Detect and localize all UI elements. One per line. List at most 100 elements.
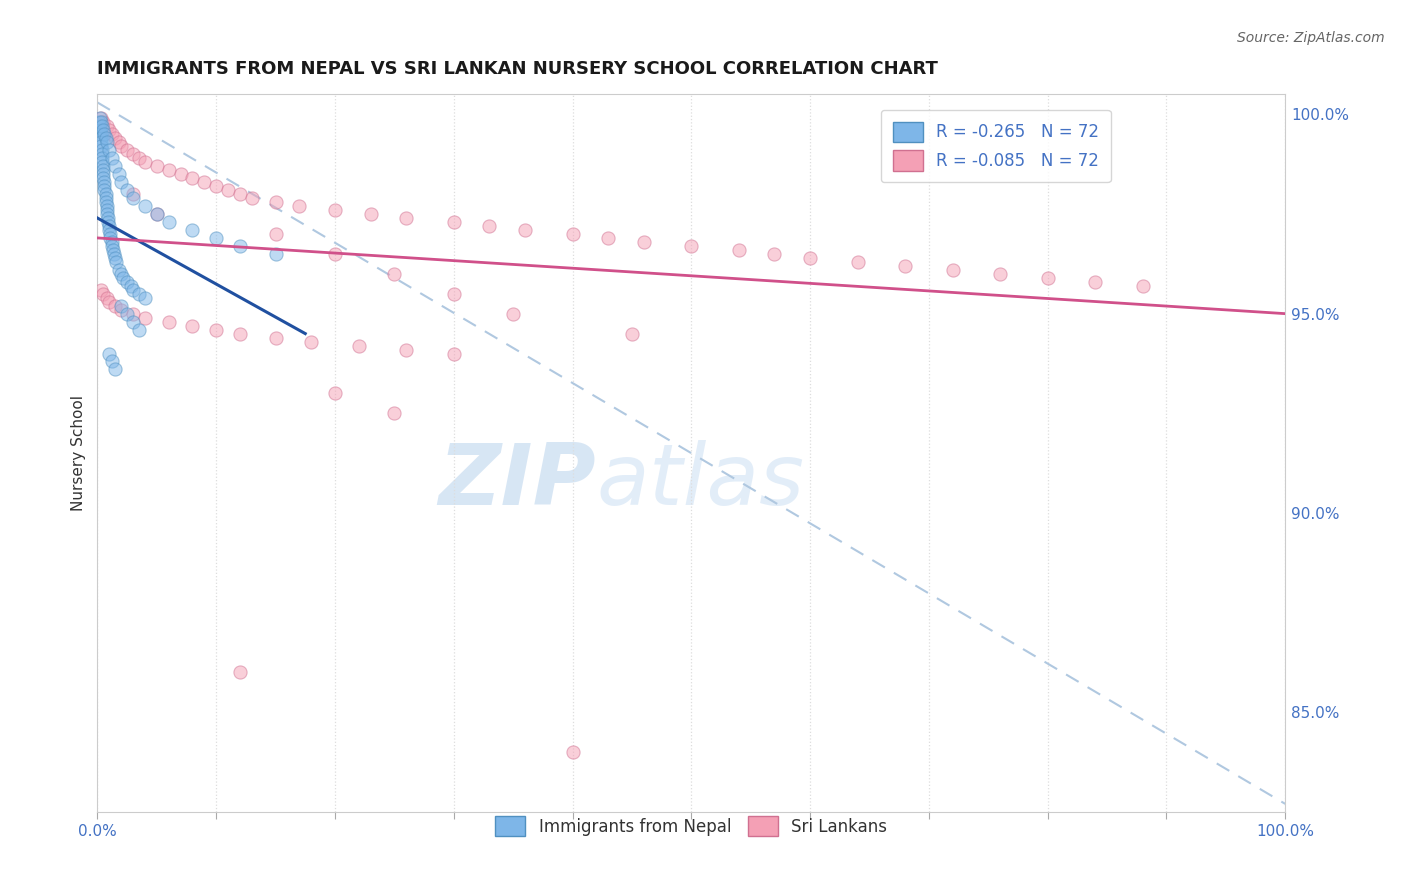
Point	[264, 195, 287, 210]
Text: atlas: atlas	[596, 441, 804, 524]
Point	[157, 315, 180, 329]
Point	[157, 163, 180, 178]
Point	[229, 665, 252, 680]
Text: ZIP: ZIP	[439, 441, 596, 524]
Point	[681, 239, 703, 253]
Point	[264, 227, 287, 241]
Point	[193, 175, 215, 189]
Point	[98, 346, 121, 360]
Point	[110, 299, 132, 313]
Point	[104, 159, 127, 173]
Point	[110, 302, 132, 317]
Point	[894, 259, 917, 273]
Point	[288, 199, 311, 213]
Point	[100, 128, 122, 142]
Point	[93, 128, 115, 142]
Point	[93, 183, 115, 197]
Point	[323, 247, 346, 261]
Point	[91, 115, 114, 129]
Y-axis label: Nursery School: Nursery School	[72, 395, 86, 511]
Point	[323, 386, 346, 401]
Point	[360, 207, 382, 221]
Point	[104, 131, 127, 145]
Point	[1084, 275, 1107, 289]
Point	[89, 120, 111, 134]
Point	[90, 139, 112, 153]
Point	[1132, 278, 1154, 293]
Point	[229, 239, 252, 253]
Point	[98, 223, 121, 237]
Point	[128, 286, 150, 301]
Point	[382, 267, 405, 281]
Point	[93, 175, 115, 189]
Point	[107, 167, 129, 181]
Point	[96, 202, 118, 217]
Point	[91, 286, 114, 301]
Point	[264, 247, 287, 261]
Point	[94, 187, 117, 202]
Point	[122, 187, 145, 202]
Point	[107, 135, 129, 149]
Point	[169, 167, 191, 181]
Point	[107, 262, 129, 277]
Point	[799, 251, 821, 265]
Point	[97, 211, 120, 225]
Point	[299, 334, 322, 349]
Point	[87, 115, 110, 129]
Point	[763, 247, 786, 261]
Point	[561, 227, 583, 241]
Point	[323, 202, 346, 217]
Point	[229, 326, 252, 341]
Point	[229, 187, 252, 202]
Point	[100, 151, 122, 165]
Point	[128, 323, 150, 337]
Point	[128, 151, 150, 165]
Point	[561, 745, 583, 759]
Point	[90, 135, 112, 149]
Point	[100, 235, 122, 249]
Point	[598, 231, 620, 245]
Point	[91, 163, 114, 178]
Point	[122, 191, 145, 205]
Point	[91, 155, 114, 169]
Point	[145, 207, 167, 221]
Legend: Immigrants from Nepal, Sri Lankans: Immigrants from Nepal, Sri Lankans	[489, 809, 894, 843]
Point	[89, 112, 111, 126]
Point	[134, 199, 156, 213]
Point	[513, 223, 536, 237]
Point	[96, 199, 118, 213]
Point	[98, 294, 121, 309]
Point	[115, 307, 138, 321]
Point	[727, 243, 749, 257]
Point	[502, 307, 524, 321]
Point	[264, 330, 287, 344]
Point	[98, 219, 121, 233]
Point	[347, 338, 370, 352]
Point	[91, 151, 114, 165]
Point	[104, 362, 127, 376]
Point	[90, 112, 112, 126]
Text: Source: ZipAtlas.com: Source: ZipAtlas.com	[1237, 31, 1385, 45]
Point	[94, 195, 117, 210]
Point	[96, 207, 118, 221]
Point	[122, 315, 145, 329]
Point	[145, 207, 167, 221]
Point	[91, 143, 114, 157]
Point	[91, 123, 114, 137]
Point	[846, 255, 869, 269]
Point	[115, 275, 138, 289]
Point	[98, 123, 121, 137]
Point	[91, 167, 114, 181]
Point	[91, 159, 114, 173]
Point	[90, 128, 112, 142]
Point	[122, 283, 145, 297]
Point	[620, 326, 643, 341]
Point	[217, 183, 239, 197]
Point	[110, 267, 132, 281]
Point	[157, 215, 180, 229]
Point	[89, 123, 111, 137]
Point	[633, 235, 655, 249]
Point	[1036, 270, 1059, 285]
Point	[443, 215, 465, 229]
Point	[104, 299, 127, 313]
